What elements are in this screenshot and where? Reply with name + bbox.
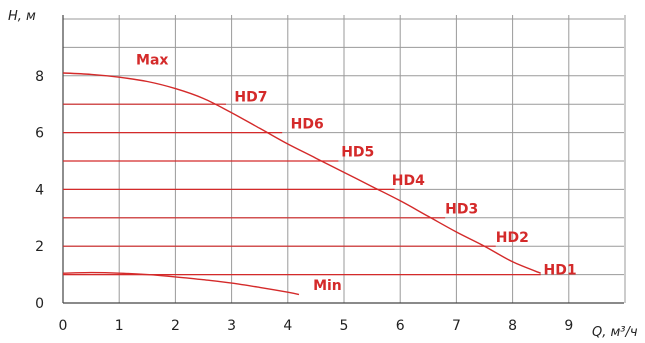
x-tick-5: 5 bbox=[340, 318, 349, 334]
label-hd6: HD6 bbox=[291, 116, 324, 132]
label-hd5: HD5 bbox=[341, 145, 374, 161]
y-tick-0: 0 bbox=[35, 296, 44, 312]
series-lines bbox=[62, 72, 541, 296]
x-tick-6: 6 bbox=[396, 318, 405, 334]
series-labels: Max HD7 HD6 HD5 HD4 HD3 HD2 HD1 Min bbox=[136, 52, 577, 294]
x-tick-9: 9 bbox=[564, 318, 573, 334]
series-curve-min bbox=[62, 271, 300, 296]
x-tick-0: 0 bbox=[59, 318, 68, 334]
series-curve-max bbox=[62, 72, 541, 274]
label-hd1: HD1 bbox=[544, 263, 577, 279]
vertical-gridlines bbox=[118, 15, 626, 303]
label-max: Max bbox=[136, 52, 168, 68]
y-tick-labels: 0 2 4 6 8 bbox=[35, 69, 44, 312]
x-tick-labels: 0 1 2 3 4 5 6 7 8 9 bbox=[59, 318, 574, 334]
label-hd2: HD2 bbox=[496, 230, 529, 246]
y-tick-8: 8 bbox=[35, 69, 44, 85]
x-tick-8: 8 bbox=[508, 318, 517, 334]
y-tick-4: 4 bbox=[35, 182, 44, 198]
x-tick-1: 1 bbox=[115, 318, 124, 334]
x-tick-7: 7 bbox=[452, 318, 461, 334]
x-tick-4: 4 bbox=[283, 318, 292, 334]
x-tick-2: 2 bbox=[171, 318, 180, 334]
label-hd7: HD7 bbox=[234, 89, 267, 105]
y-axis-title: H, м bbox=[8, 9, 36, 24]
axes bbox=[62, 15, 624, 304]
x-tick-3: 3 bbox=[227, 318, 236, 334]
label-hd3: HD3 bbox=[445, 202, 478, 218]
y-tick-6: 6 bbox=[35, 126, 44, 142]
x-axis-title: Q, м³/ч bbox=[592, 325, 638, 340]
label-min: Min bbox=[313, 278, 342, 294]
y-tick-2: 2 bbox=[35, 239, 44, 255]
label-hd4: HD4 bbox=[392, 173, 425, 189]
